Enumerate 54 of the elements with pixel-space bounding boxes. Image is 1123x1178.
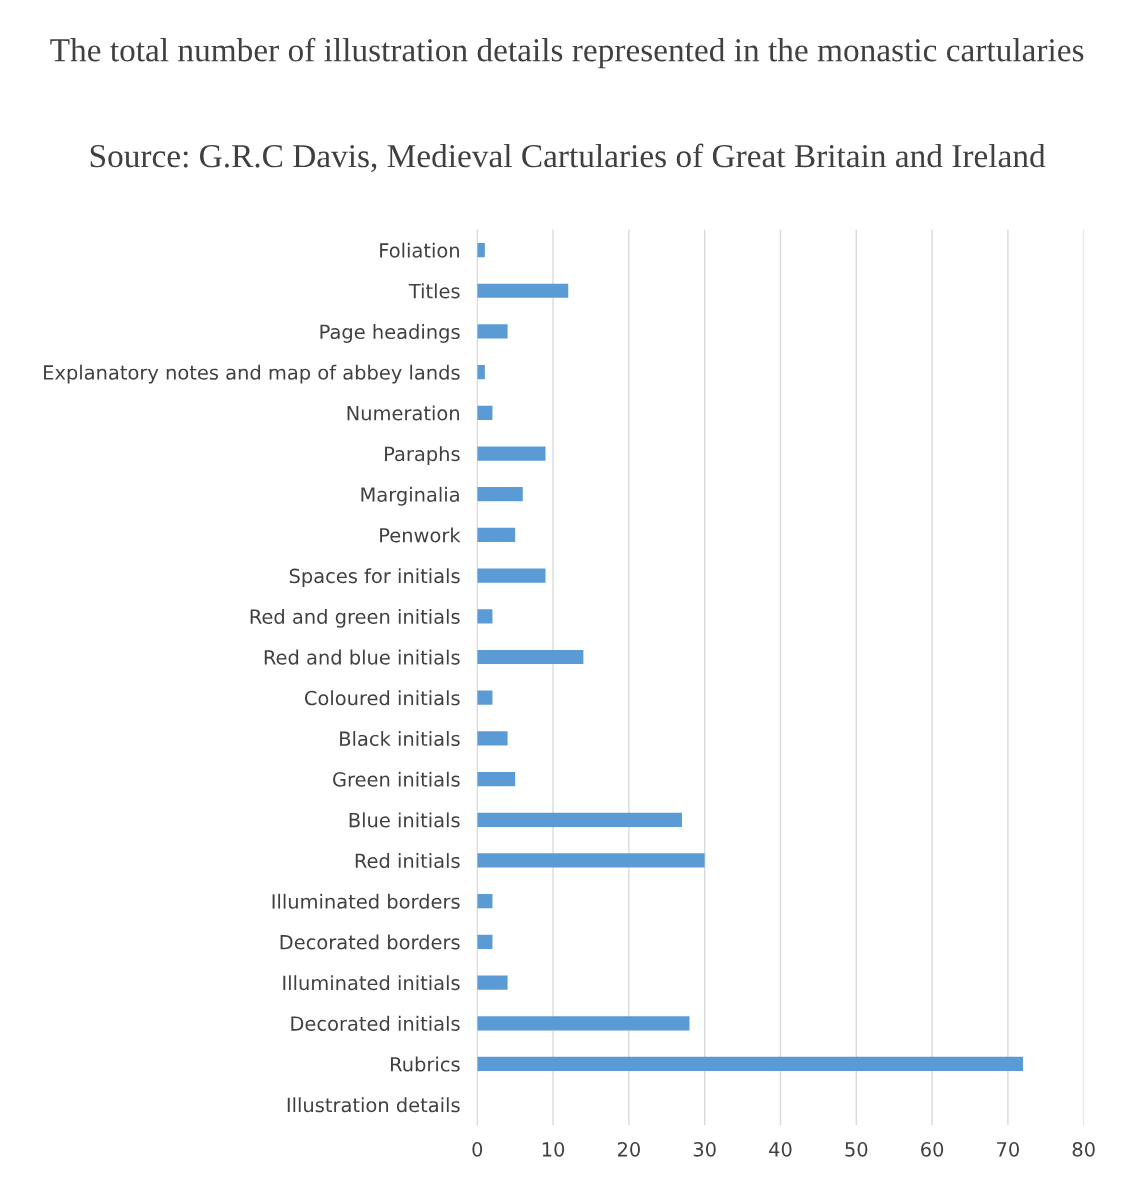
bar — [477, 934, 493, 949]
bar — [477, 1056, 1024, 1072]
y-tick-label: Foliation — [380, 242, 459, 258]
x-tick-label: 10 — [542, 1142, 565, 1157]
bar — [477, 365, 485, 380]
bar — [477, 649, 584, 665]
bar — [477, 324, 508, 339]
y-tick-label: Red and blue initials — [264, 649, 460, 665]
y-tick-label: Spaces for initials — [289, 568, 460, 588]
bar — [477, 527, 516, 543]
x-tick-label: 30 — [693, 1142, 716, 1157]
y-tick-label: Page headings — [320, 324, 460, 343]
y-tick-label: Illuminated borders — [272, 893, 460, 909]
y-tick-label: Red initials — [355, 853, 460, 869]
bar — [477, 1016, 690, 1031]
y-tick-label: Numeration — [347, 405, 459, 421]
bar — [477, 568, 546, 583]
y-tick-label: Penwork — [380, 527, 461, 543]
chart-title: The total number of illustration details represented in the monastic cartularies — [50, 37, 1084, 69]
bar — [477, 405, 493, 420]
x-tick-label: 50 — [845, 1142, 868, 1157]
bar — [477, 609, 493, 624]
y-tick-label: Illustration details — [287, 1097, 460, 1113]
bar — [477, 446, 546, 461]
bar — [477, 731, 508, 746]
bar — [477, 242, 485, 258]
y-tick-label: Blue initials — [349, 812, 460, 828]
y-tick-label: Rubrics — [391, 1056, 460, 1072]
bar — [477, 894, 493, 909]
y-tick-label: Marginalia — [361, 486, 459, 506]
x-tick-label: 70 — [997, 1142, 1019, 1157]
y-tick-label: Decorated initials — [291, 1015, 460, 1031]
bar — [477, 975, 508, 990]
y-tick-label: Paraphs — [385, 446, 460, 465]
y-tick-label: Decorated borders — [280, 934, 460, 950]
x-tick-label: 40 — [769, 1142, 792, 1157]
y-tick-label: Coloured initials — [304, 690, 460, 706]
bar — [477, 690, 493, 705]
bar — [477, 771, 516, 787]
x-tick-label: 80 — [1072, 1142, 1095, 1157]
bar — [477, 812, 682, 827]
bar — [477, 487, 523, 502]
chart-subtitle: Source: G.R.C Davis, Medieval Cartularies of Great Britain and Ireland — [90, 143, 1046, 173]
bar — [477, 853, 705, 868]
y-tick-label: Explanatory notes and map of abbey lands — [44, 364, 460, 384]
x-tick-label: 20 — [617, 1142, 640, 1157]
y-tick-label: Black initials — [340, 731, 460, 747]
y-tick-label: Illuminated initials — [283, 975, 460, 991]
x-tick-label: 0 — [472, 1142, 483, 1157]
y-tick-label: Red and green initials — [250, 608, 460, 628]
x-tick-label: 60 — [921, 1142, 944, 1157]
y-tick-label: Titles — [408, 283, 460, 299]
bar — [477, 283, 569, 298]
y-tick-label: Green initials — [333, 771, 460, 787]
